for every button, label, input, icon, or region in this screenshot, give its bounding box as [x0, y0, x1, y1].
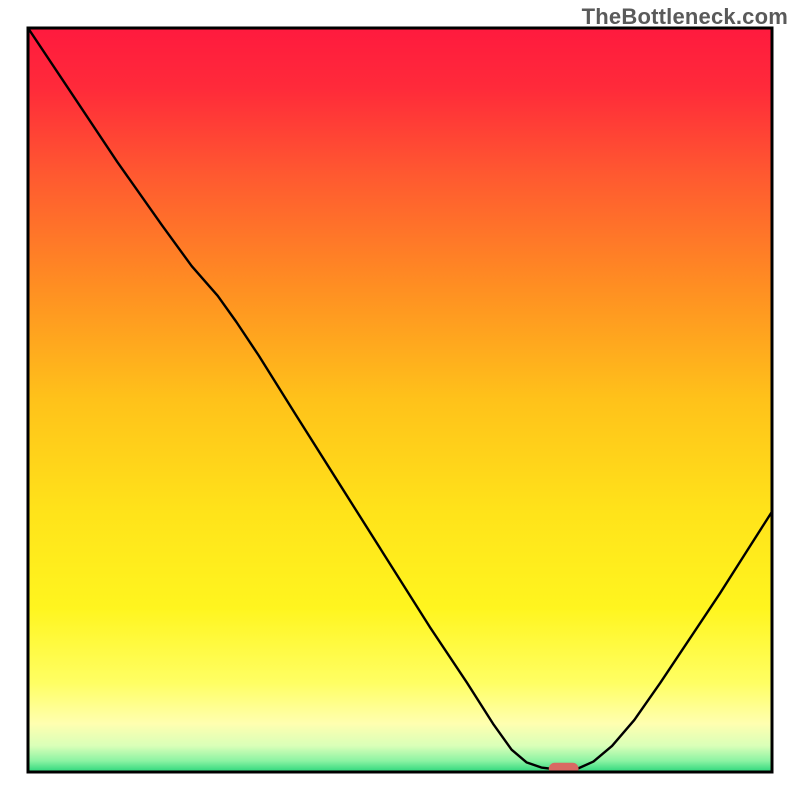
watermark-text: TheBottleneck.com: [582, 4, 788, 30]
chart-container: TheBottleneck.com: [0, 0, 800, 800]
bottleneck-chart: [0, 0, 800, 800]
heatmap-gradient: [28, 28, 772, 772]
